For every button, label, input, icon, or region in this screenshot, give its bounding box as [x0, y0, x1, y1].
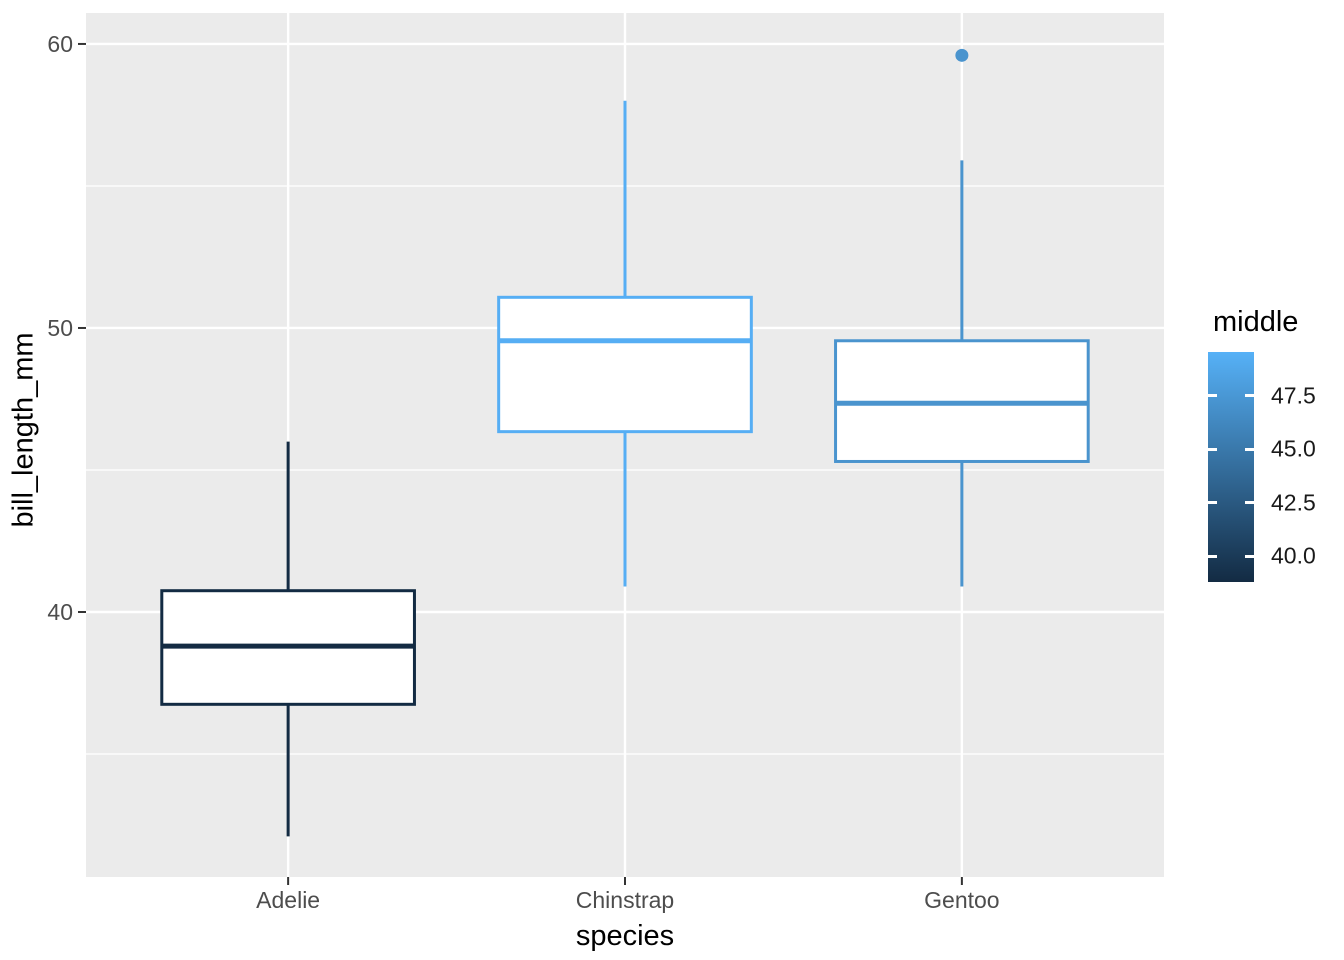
legend-tick-mark	[1208, 394, 1217, 398]
legend-tick-label: 42.5	[1271, 489, 1316, 516]
x-tick-label-chinstrap: Chinstrap	[576, 887, 674, 913]
legend-tick-mark	[1208, 501, 1217, 505]
legend-gradient-bar	[1208, 352, 1254, 582]
x-tick-label-gentoo: Gentoo	[924, 887, 999, 913]
box-chinstrap	[497, 295, 753, 434]
legend-tick-mark	[1208, 447, 1217, 451]
legend-title: middle	[1213, 306, 1299, 338]
legend-tick-mark	[1245, 501, 1254, 505]
y-tick-label: 60	[47, 31, 73, 57]
legend-tick-label: 40.0	[1271, 542, 1316, 569]
y-tick-label: 40	[47, 599, 73, 625]
x-tick-label-adelie: Adelie	[256, 887, 320, 913]
legend-tick-label: 47.5	[1271, 382, 1316, 409]
legend-tick-label: 45.0	[1271, 435, 1316, 462]
y-axis-title: bill_length_mm	[7, 332, 40, 528]
legend-tick-mark	[1245, 394, 1254, 398]
legend-tick-mark	[1208, 554, 1217, 558]
legend-tick-mark	[1245, 447, 1254, 451]
x-axis-title: species	[575, 920, 675, 952]
legend-tick-mark	[1245, 554, 1254, 558]
y-tick-label: 50	[47, 315, 73, 341]
outlier-point-gentoo	[955, 48, 969, 62]
